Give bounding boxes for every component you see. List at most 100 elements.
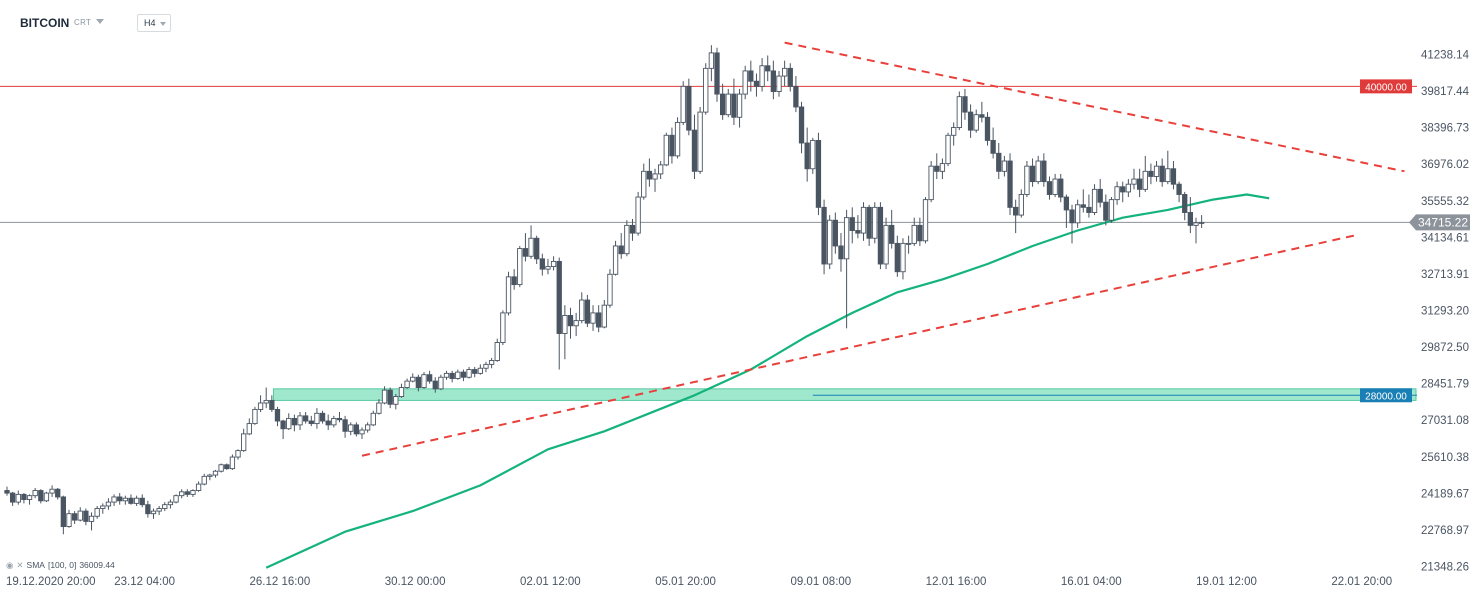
candle-body <box>505 276 512 314</box>
candle <box>195 481 202 492</box>
sma-name: SMA <box>26 560 45 570</box>
candle <box>4 486 10 496</box>
candle <box>618 233 624 259</box>
candle <box>719 83 726 120</box>
candle <box>1029 158 1036 187</box>
chart-type-dropdown[interactable]: CRT <box>74 18 92 27</box>
candle-body <box>319 412 326 422</box>
candle-body <box>770 70 777 92</box>
candle <box>1080 189 1086 213</box>
candle-body <box>596 312 602 328</box>
candle <box>1142 155 1148 192</box>
candle <box>579 292 585 324</box>
candle-body <box>55 488 61 498</box>
candle-body <box>404 380 410 389</box>
candle <box>376 399 382 415</box>
eye-icon[interactable]: ◉ <box>6 560 14 570</box>
candle <box>759 58 765 92</box>
candle-body <box>753 80 760 87</box>
candle <box>996 143 1002 180</box>
candle <box>798 101 805 154</box>
y-tick-label: 21348.26 <box>1421 562 1469 574</box>
candle-body <box>1052 178 1058 195</box>
candle <box>167 499 174 509</box>
candle-body <box>105 501 112 507</box>
candle-body <box>1035 160 1041 183</box>
candle-body <box>703 67 709 113</box>
candle-body <box>731 93 737 118</box>
candle-body <box>691 129 698 172</box>
candle-body <box>939 163 946 172</box>
candle <box>590 305 596 331</box>
candle <box>1052 173 1058 198</box>
timeframe-dropdown[interactable]: H4 <box>137 14 171 32</box>
candle <box>252 406 258 425</box>
chevron-down-icon[interactable] <box>96 19 104 24</box>
candle-body <box>133 497 140 504</box>
candle-body <box>1159 165 1165 183</box>
candle <box>1148 163 1154 185</box>
candle <box>1013 199 1019 234</box>
candle-body <box>787 67 793 87</box>
candle-body <box>765 65 771 72</box>
candle <box>539 253 545 276</box>
candle <box>1159 158 1165 187</box>
candle <box>505 271 512 316</box>
candle <box>945 132 951 167</box>
candle-body <box>77 510 83 521</box>
candle <box>173 494 179 504</box>
candle <box>1058 173 1064 203</box>
candle-body <box>832 219 838 247</box>
candle <box>742 65 748 100</box>
candle-body <box>742 70 748 95</box>
candle <box>1103 194 1109 226</box>
candle <box>483 361 489 373</box>
candle <box>1001 155 1008 177</box>
candle <box>387 387 393 409</box>
candle-body <box>94 508 100 517</box>
candle-body <box>860 206 867 234</box>
candle-body <box>325 420 331 426</box>
candle <box>60 495 67 535</box>
candle-body <box>432 380 438 390</box>
candle <box>607 269 613 308</box>
candle-body <box>190 490 196 495</box>
x-tick-label: 30.12 00:00 <box>385 576 446 588</box>
candle-body <box>528 237 534 257</box>
candle <box>15 490 21 505</box>
candle <box>117 493 123 505</box>
candle <box>748 60 754 92</box>
x-tick-label: 19.12.2020 20:00 <box>6 576 96 588</box>
close-icon[interactable]: ✕ <box>16 560 24 570</box>
candle-body <box>286 417 292 430</box>
candle <box>291 414 298 432</box>
candle <box>218 463 224 473</box>
candle-body <box>962 96 968 113</box>
candle-body <box>866 206 872 239</box>
candle-body <box>612 245 619 275</box>
timeframe-label: H4 <box>144 18 156 28</box>
candle-body <box>303 415 309 422</box>
candle <box>274 406 281 427</box>
y-tick-label: 36976.02 <box>1421 159 1469 171</box>
candle-body <box>522 248 529 257</box>
candle-body <box>218 464 224 472</box>
candle-body <box>1018 194 1024 216</box>
candle <box>832 212 838 254</box>
candle <box>545 258 551 275</box>
candle-body <box>798 106 805 144</box>
candle <box>511 269 517 290</box>
candle <box>415 374 422 392</box>
symbol-label[interactable]: BITCOIN <box>20 16 70 30</box>
candle-body <box>838 245 844 260</box>
candle <box>241 428 247 452</box>
candle <box>1018 189 1024 218</box>
candle <box>584 294 591 328</box>
candle <box>438 374 444 391</box>
candle-body <box>421 374 427 389</box>
candle <box>179 489 185 499</box>
candle <box>426 370 433 384</box>
candle-body <box>156 508 162 512</box>
candle-body <box>1176 183 1182 195</box>
